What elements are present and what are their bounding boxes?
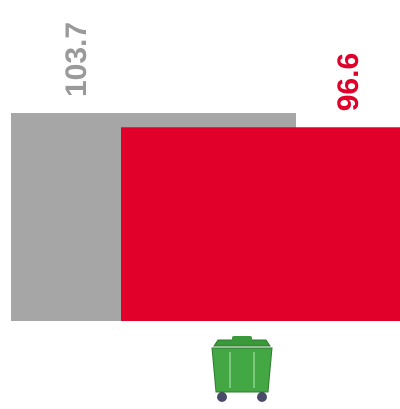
waste-bin-icon <box>211 336 273 402</box>
bar-value-96-6 <box>121 127 400 322</box>
data-label-96-6: 96.6 <box>332 53 365 111</box>
plot-area: 103.7 96.6 <box>11 22 400 322</box>
data-label-103-7: 103.7 <box>60 22 93 97</box>
